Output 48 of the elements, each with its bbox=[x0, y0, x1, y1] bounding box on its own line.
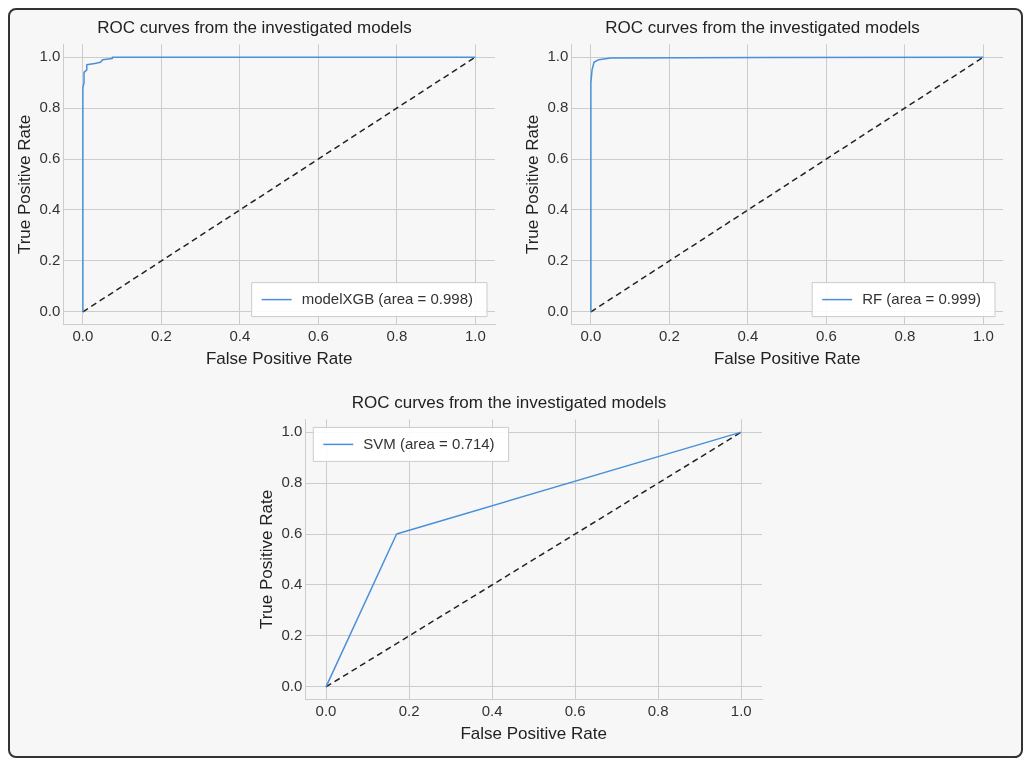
x-axis-title: False Positive Rate bbox=[205, 349, 353, 369]
y-tick-label: 1.0 bbox=[547, 47, 569, 65]
y-tick-label: 0.6 bbox=[547, 149, 569, 167]
y-tick-label: 1.0 bbox=[39, 47, 61, 65]
y-tick-label: 0.4 bbox=[280, 575, 302, 593]
x-axis-title: False Positive Rate bbox=[459, 724, 607, 744]
y-axis-title: True Positive Rate bbox=[522, 114, 542, 255]
x-tick-label: 0.2 bbox=[398, 701, 419, 719]
y-tick-label: 0.6 bbox=[39, 149, 61, 167]
x-tick-label: 0.0 bbox=[580, 326, 602, 344]
y-tick-label: 0.4 bbox=[547, 200, 569, 218]
x-tick-label: 0.0 bbox=[72, 326, 94, 344]
x-axis-title: False Positive Rate bbox=[713, 349, 861, 369]
x-tick-label: 0.6 bbox=[307, 326, 329, 344]
x-tick-label: 0.2 bbox=[150, 326, 172, 344]
chart-title: ROC curves from the investigated models bbox=[97, 17, 412, 37]
x-tick-label: 0.6 bbox=[815, 326, 837, 344]
y-axis-title: True Positive Rate bbox=[256, 489, 276, 630]
legend-label: RF (area = 0.999) bbox=[862, 289, 982, 307]
x-tick-label: 0.4 bbox=[481, 701, 503, 719]
chart-title: ROC curves from the investigated models bbox=[605, 17, 920, 37]
x-tick-label: 1.0 bbox=[464, 326, 486, 344]
y-tick-label: 0.0 bbox=[39, 302, 61, 319]
legend-label: SVM (area = 0.714) bbox=[362, 434, 495, 452]
x-tick-label: 0.2 bbox=[658, 326, 680, 344]
chart-title: ROC curves from the investigated models bbox=[351, 392, 666, 412]
x-tick-label: 1.0 bbox=[972, 326, 994, 344]
x-tick-label: 0.0 bbox=[315, 701, 336, 719]
y-axis-title: True Positive Rate bbox=[14, 114, 34, 255]
x-tick-label: 0.8 bbox=[647, 701, 669, 719]
x-tick-label: 0.6 bbox=[564, 701, 586, 719]
x-tick-label: 1.0 bbox=[730, 701, 752, 719]
y-tick-label: 0.4 bbox=[39, 200, 61, 218]
legend-label: modelXGB (area = 0.998) bbox=[301, 289, 473, 307]
y-tick-label: 0.2 bbox=[280, 626, 302, 644]
y-tick-label: 0.6 bbox=[280, 524, 302, 542]
x-tick-label: 0.4 bbox=[229, 326, 251, 344]
y-tick-label: 0.0 bbox=[547, 302, 569, 319]
x-tick-label: 0.8 bbox=[386, 326, 408, 344]
x-tick-label: 0.8 bbox=[894, 326, 916, 344]
y-tick-label: 1.0 bbox=[280, 422, 302, 440]
y-tick-label: 0.8 bbox=[547, 98, 569, 116]
y-tick-label: 0.8 bbox=[39, 98, 61, 116]
y-tick-label: 0.2 bbox=[547, 251, 569, 269]
y-tick-label: 0.8 bbox=[280, 473, 302, 491]
y-tick-label: 0.0 bbox=[280, 677, 302, 694]
y-tick-label: 0.2 bbox=[39, 251, 61, 269]
x-tick-label: 0.4 bbox=[737, 326, 759, 344]
